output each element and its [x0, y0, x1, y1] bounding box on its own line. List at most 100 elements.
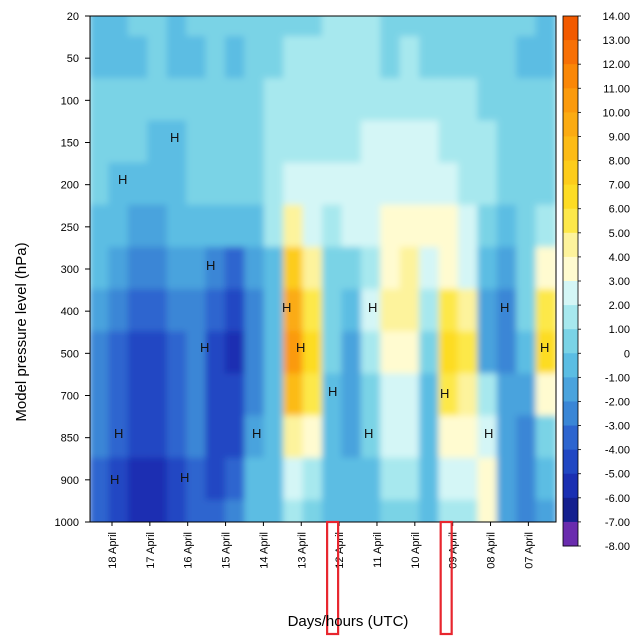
heatmap-cell [419, 16, 441, 39]
heatmap-cell [419, 120, 441, 165]
high-marker: H [114, 426, 123, 441]
heatmap-cell [166, 246, 189, 292]
heatmap-cell [166, 162, 189, 207]
heatmap-cell [341, 36, 363, 81]
colorbar-label: 6.00 [609, 204, 630, 216]
heatmap-cell [477, 204, 499, 249]
colorbar-bin [563, 136, 578, 162]
heatmap-cell [516, 78, 538, 123]
heatmap-cell [108, 331, 130, 376]
heatmap-cell [186, 289, 208, 334]
colorbar-bin [563, 184, 578, 210]
heatmap-cell [244, 36, 266, 81]
heatmap-cell [302, 36, 324, 81]
heatmap-cell [399, 120, 422, 165]
heatmap-cell [166, 204, 189, 249]
heatmap-cell [127, 78, 150, 123]
high-marker: H [440, 386, 449, 401]
colorbar-label: -1.00 [605, 372, 630, 384]
high-marker: H [170, 130, 179, 145]
y-axis-title: Model pressure level (hPa) [13, 242, 30, 421]
heatmap-cell [535, 499, 556, 522]
heatmap-cell [224, 499, 247, 522]
colorbar-label: -4.00 [605, 445, 630, 457]
heatmap-cell [244, 331, 266, 376]
colorbar-bin [563, 425, 578, 451]
heatmap-cell [205, 457, 227, 502]
heatmap-cell [186, 78, 208, 123]
heatmap-cell [438, 16, 460, 39]
heatmap-cell [205, 331, 227, 376]
heatmap-cell [535, 36, 556, 81]
heatmap-cell [90, 36, 111, 81]
heatmap-cell [496, 246, 519, 292]
heatmap-cell [535, 78, 556, 123]
heatmap-cell [516, 204, 538, 249]
heatmap-cell [477, 499, 499, 522]
heatmap-cell [302, 415, 324, 460]
heatmap-cell [477, 78, 499, 123]
colorbar-label: 13.00 [602, 35, 630, 47]
heatmap-cell [535, 204, 556, 249]
heatmap-cell [90, 16, 111, 39]
heatmap-cell [302, 16, 324, 39]
heatmap-cell [457, 36, 480, 81]
heatmap-cell [302, 499, 324, 522]
y-tick-label: 150 [61, 138, 79, 150]
heatmap-cell [263, 204, 286, 249]
heatmap-cell [438, 204, 460, 249]
heatmap-cell [205, 78, 227, 123]
heatmap-cell [516, 289, 538, 334]
colorbar-label: 4.00 [609, 252, 630, 264]
heatmap-cell [108, 36, 130, 81]
heatmap-cell [283, 415, 305, 460]
heatmap-cell [496, 162, 519, 207]
heatmap-cell [535, 162, 556, 207]
high-marker: H [328, 384, 337, 399]
heatmap-cell [283, 457, 305, 502]
heatmap-cell [283, 204, 305, 249]
heatmap-cell [399, 457, 422, 502]
heatmap-cell [224, 246, 247, 292]
high-marker: H [540, 340, 549, 355]
high-marker: H [364, 426, 373, 441]
heatmap-cell [419, 289, 441, 334]
heatmap-cell [419, 499, 441, 522]
heatmap-cell [438, 162, 460, 207]
heatmap-cell [399, 16, 422, 39]
heatmap-cell [477, 162, 499, 207]
colorbar-bin [563, 208, 578, 234]
heatmap-cell [380, 457, 402, 502]
heatmap-cell [127, 373, 150, 418]
heatmap-cell [263, 331, 286, 376]
x-tick-label: 09 April [448, 532, 460, 569]
heatmap-cell [477, 36, 499, 81]
heatmap-cell [263, 162, 286, 207]
heatmap-cell [535, 331, 556, 376]
heatmap-cell [186, 499, 208, 522]
heatmap-cell [322, 289, 344, 334]
heatmap-cell [516, 16, 538, 39]
heatmap-cell [477, 16, 499, 39]
heatmap-cell [186, 415, 208, 460]
x-tick-label: 11 April [372, 532, 384, 568]
heatmap-cell [90, 162, 111, 207]
heatmap-cell [419, 415, 441, 460]
colorbar-label: 0 [624, 348, 630, 360]
x-tick-label: 08 April [486, 532, 498, 569]
heatmap-cell [380, 78, 402, 123]
heatmap-cell [360, 499, 383, 522]
heatmap-cell [302, 373, 324, 418]
x-tick-label: 13 April [296, 532, 308, 569]
heatmap-cell [457, 415, 480, 460]
colorbar-label: 1.00 [609, 324, 630, 336]
heatmap-cell [283, 246, 305, 292]
heatmap-cell [535, 289, 556, 334]
colorbar-label: -5.00 [605, 469, 630, 481]
heatmap-cell [283, 289, 305, 334]
colorbar-label: -7.00 [605, 517, 630, 529]
heatmap-cell [341, 162, 363, 207]
highlight-box [326, 520, 340, 636]
heatmap-cell [263, 415, 286, 460]
